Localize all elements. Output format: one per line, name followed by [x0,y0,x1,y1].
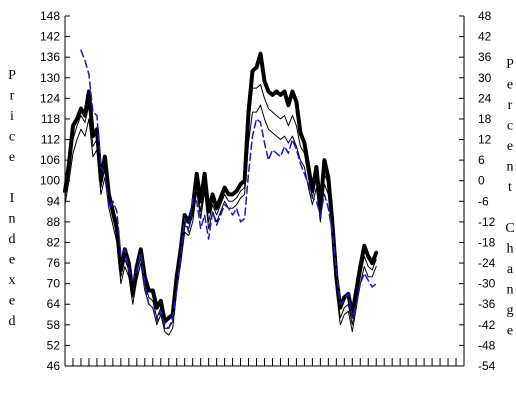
left-tick-label: 58 [47,318,61,332]
axis-title-letter: t [508,180,512,195]
left-tick-label: 130 [40,71,60,85]
right-tick-label: 48 [478,9,492,23]
axis-title-letter: d [9,232,16,247]
left-tick-label: 106 [40,153,60,167]
axis-title-letter: e [9,253,15,268]
axis-title-letter: P [506,57,514,72]
left-tick-label: 64 [47,297,61,311]
axis-title-letter: d [9,314,16,329]
axis-title-letter: c [9,130,15,145]
left-tick-label: 142 [40,30,60,44]
series-line-2 [64,84,377,329]
right-tick-label: 42 [478,30,492,44]
left-tick-label: 70 [47,277,61,291]
right-tick-label: -42 [478,318,496,332]
series-line-3 [64,104,377,336]
right-tick-label: 30 [478,71,492,85]
axis-title-letter: r [10,89,15,104]
axis-title-letter: P [8,68,16,83]
right-tick-label: 36 [478,50,492,64]
axis-title-letter: a [507,262,514,277]
left-tick-label: 136 [40,50,60,64]
axis-title-letter: n [507,283,514,298]
left-tick-label: 88 [47,215,61,229]
axis-title-letter: c [507,119,513,134]
axis-title-letter: e [9,294,15,309]
left-tick-label: 148 [40,9,60,23]
axis-title-letter: e [507,324,513,339]
axis-title-letter: n [507,160,514,175]
right-tick-label: -12 [478,215,496,229]
left-axis-ticks: 46 52 58 64 70 76 82 88 94 100 106 112 118 124 130 136 1… [40,9,70,373]
series-line-1 [63,51,379,324]
right-tick-label: -6 [478,194,489,208]
left-tick-label: 124 [40,91,60,105]
right-tick-label: 6 [478,153,485,167]
right-tick-label: 12 [478,133,492,147]
axis-title-letter: g [507,303,514,318]
left-tick-label: 118 [41,112,60,126]
axis-title-letter: e [507,139,513,154]
right-tick-label: -48 [478,338,496,352]
right-axis-ticks: -54 -48 -42 -36 -30 -24 -18 -12 -6 0 6 12 18 24 30 36 42… [459,9,496,373]
right-tick-label: -24 [478,256,496,270]
series-lines [63,49,379,336]
left-tick-label: 82 [47,235,61,249]
axis-title-letter: e [9,150,15,165]
right-tick-label: 18 [478,112,492,126]
axis-title-letter: i [10,109,14,124]
axis-title-letter: h [507,242,514,257]
right-tick-label: -18 [478,235,496,249]
axis-title-letter: r [508,98,513,113]
axis-lines [64,16,465,367]
axis-title-letter: x [9,273,16,288]
axis-title-letter: I [10,191,15,206]
axis-title-letter: n [9,212,16,227]
right-tick-label: -54 [478,359,496,373]
left-tick-label: 52 [47,338,61,352]
x-axis-ticks [64,358,465,366]
left-tick-label: 94 [47,194,61,208]
right-tick-label: -36 [478,297,496,311]
right-tick-label: 24 [478,91,492,105]
series-line-4 [80,49,377,330]
left-tick-label: 76 [47,256,61,270]
left-tick-label: 46 [47,359,61,373]
right-tick-label: -30 [478,277,496,291]
axis-title-letter: C [505,221,514,236]
left-tick-label: 100 [40,174,60,188]
right-tick-label: 0 [478,174,485,188]
axis-title-letter: e [507,78,513,93]
left-tick-label: 112 [41,133,60,147]
